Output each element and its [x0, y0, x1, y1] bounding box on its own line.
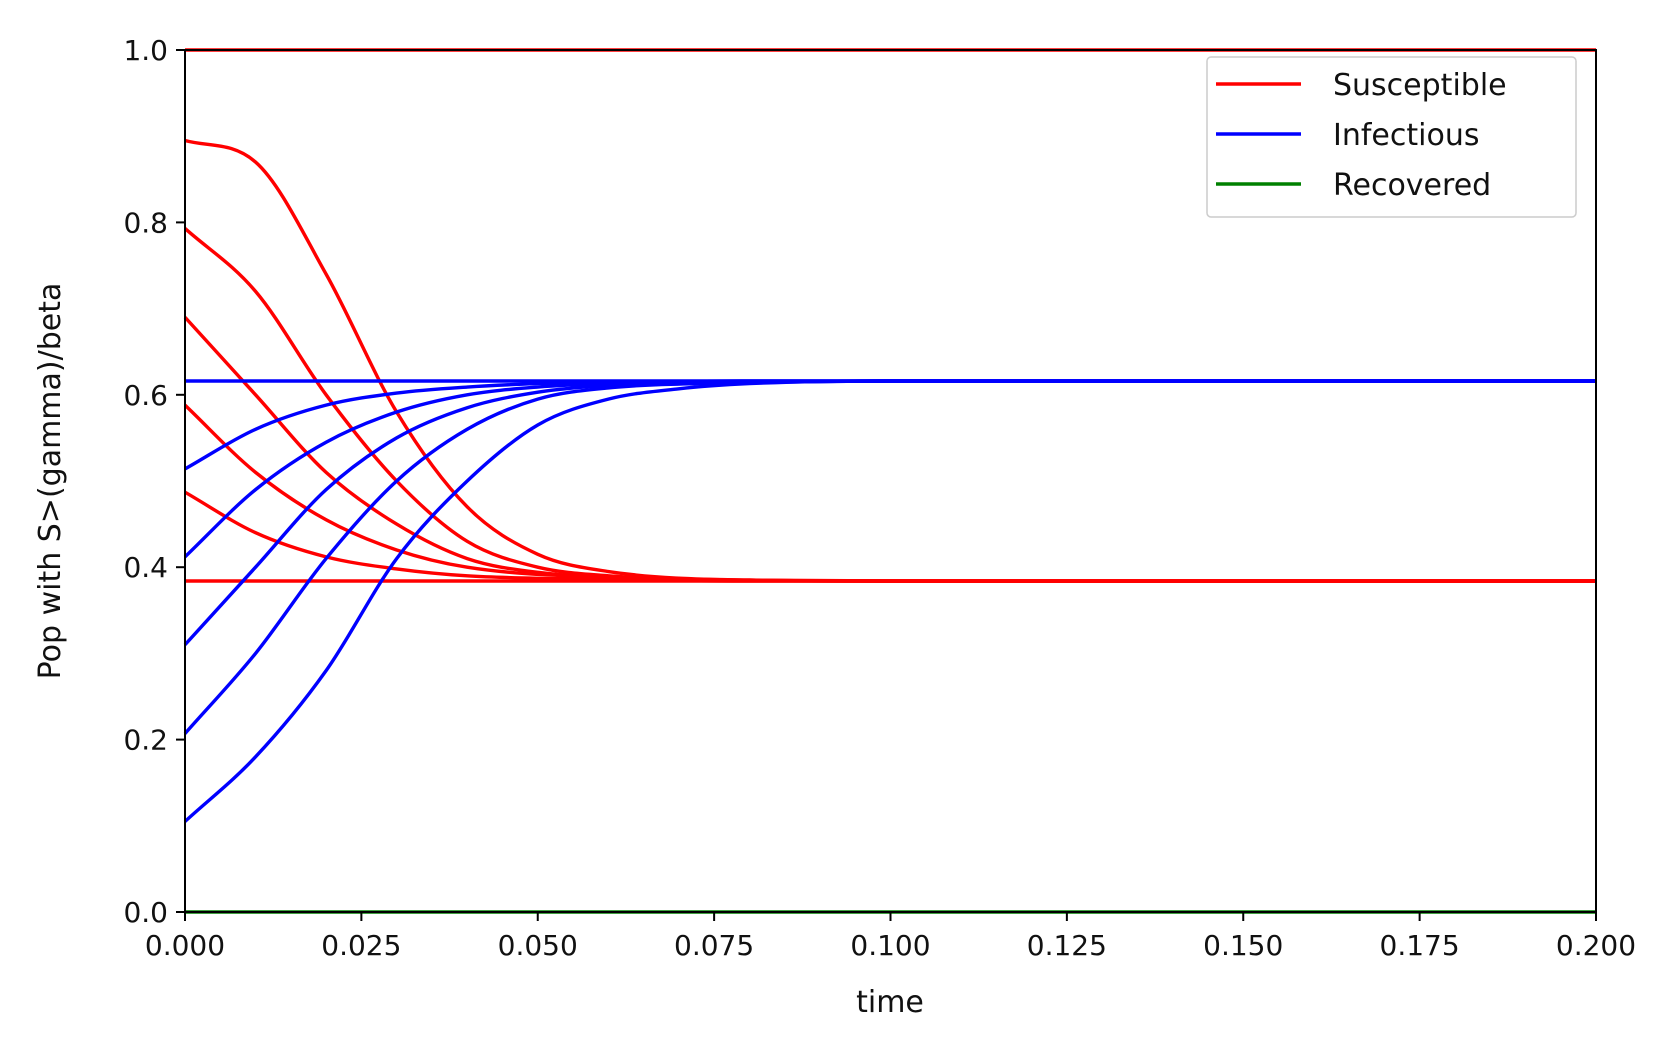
y-tick-label: 0.2 — [123, 724, 168, 757]
x-tick-label: 0.125 — [1027, 929, 1107, 962]
y-tick-label: 0.0 — [123, 896, 168, 929]
x-tick-label: 0.150 — [1203, 929, 1283, 962]
series-layer — [183, 48, 1596, 914]
legend-label: Infectious — [1333, 118, 1479, 153]
legend-box — [1206, 56, 1577, 218]
x-tick-label: 0.025 — [321, 929, 401, 962]
y-tick-label: 0.8 — [123, 206, 168, 239]
x-axis-label: time — [856, 985, 924, 1020]
y-tick-label: 0.6 — [123, 379, 168, 412]
x-tick-label: 0.050 — [498, 929, 578, 962]
legend-label: Recovered — [1333, 168, 1491, 203]
y-tick-label: 1.0 — [123, 34, 168, 67]
infectious-series-line — [183, 379, 1596, 823]
x-tick-label: 0.075 — [674, 929, 754, 962]
x-axis: 0.000 0.025 0.050 0.075 0.100 0.125 0.150 0.175… — [145, 912, 1636, 962]
y-tick-label: 0.4 — [123, 551, 168, 584]
legend-label: Susceptible — [1333, 68, 1507, 103]
x-tick-label: 0.100 — [850, 929, 930, 962]
x-tick-label: 0.200 — [1556, 929, 1636, 962]
x-tick-label: 0.000 — [145, 929, 225, 962]
x-tick-label: 0.175 — [1380, 929, 1460, 962]
legend: Susceptible Infectious Recovered — [1206, 56, 1577, 218]
y-axis-label: Pop with S>(gamma)/beta — [33, 283, 68, 680]
y-axis: 0.0 0.2 0.4 0.6 0.8 1.0 — [123, 34, 185, 929]
